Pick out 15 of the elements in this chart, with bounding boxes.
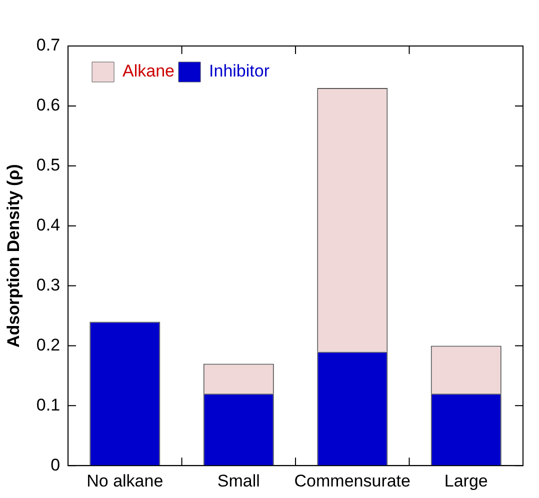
y-axis-title: Adsorption Density (ρ) xyxy=(4,164,23,348)
legend-label: Alkane xyxy=(122,62,175,81)
y-tick-label: 0.2 xyxy=(36,335,60,354)
x-tick-label: Large xyxy=(444,471,488,490)
x-tick-label: Small xyxy=(217,471,260,490)
y-tick-label: 0.6 xyxy=(36,96,60,115)
y-tick-label: 0.4 xyxy=(36,216,60,235)
x-tick-label: Commensurate xyxy=(294,471,410,490)
y-tick-label: 0 xyxy=(50,455,60,474)
y-tick-label: 0.1 xyxy=(36,395,60,414)
y-tick-label: 0.3 xyxy=(36,275,60,294)
legend-label: Inhibitor xyxy=(209,62,270,81)
y-tick-label: 0.5 xyxy=(36,156,60,175)
x-tick-label: No alkane xyxy=(86,471,164,490)
y-tick-label: 0.7 xyxy=(36,36,60,55)
